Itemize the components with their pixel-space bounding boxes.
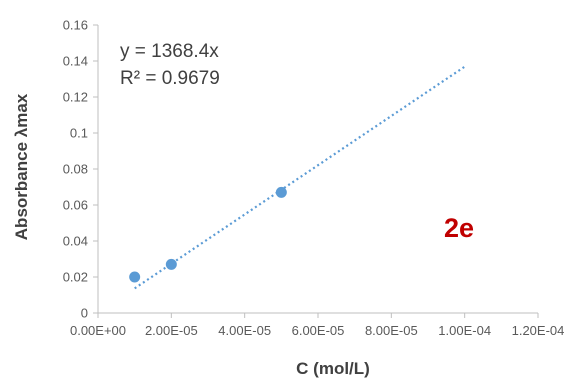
data-point bbox=[129, 271, 141, 283]
x-tick-label: 4.00E-05 bbox=[218, 323, 271, 338]
y-tick-label: 0.08 bbox=[63, 162, 88, 177]
panel-label: 2e bbox=[444, 213, 474, 243]
y-tick-label: 0.14 bbox=[63, 54, 88, 69]
x-tick-label: 2.00E-05 bbox=[145, 323, 198, 338]
x-tick-label: 0.00E+00 bbox=[70, 323, 126, 338]
trendline-equation: y = 1368.4x bbox=[120, 41, 219, 62]
data-points bbox=[129, 186, 287, 283]
trendline-layer bbox=[134, 65, 466, 290]
y-axis-title: Absorbance λmax bbox=[12, 93, 31, 240]
x-axis-title: C (mol/L) bbox=[296, 359, 370, 378]
x-tick-label: 1.20E-04 bbox=[512, 323, 565, 338]
data-point bbox=[165, 258, 177, 270]
y-tick-label: 0.06 bbox=[63, 198, 88, 213]
y-tick-label: 0 bbox=[81, 306, 88, 321]
data-point bbox=[275, 186, 287, 198]
x-axis: 0.00E+00 2.00E-05 4.00E-05 6.00E-05 8.00E-05… bbox=[70, 312, 565, 338]
y-tick-label: 0.16 bbox=[63, 18, 88, 33]
y-tick-label: 0.02 bbox=[63, 270, 88, 285]
x-tick-label: 6.00E-05 bbox=[292, 323, 345, 338]
x-tick-label: 1.00E-04 bbox=[438, 323, 491, 338]
y-tick-label: 0.12 bbox=[63, 90, 88, 105]
x-tick-label: 8.00E-05 bbox=[365, 323, 418, 338]
trendline bbox=[134, 65, 466, 290]
y-axis: 0 0.02 0.04 0.06 0.08 0.1 0.12 0.14 0.16 bbox=[63, 18, 99, 321]
y-tick-label: 0.1 bbox=[70, 126, 88, 141]
y-tick-label: 0.04 bbox=[63, 234, 88, 249]
r-squared-label: R² = 0.9679 bbox=[120, 68, 220, 89]
